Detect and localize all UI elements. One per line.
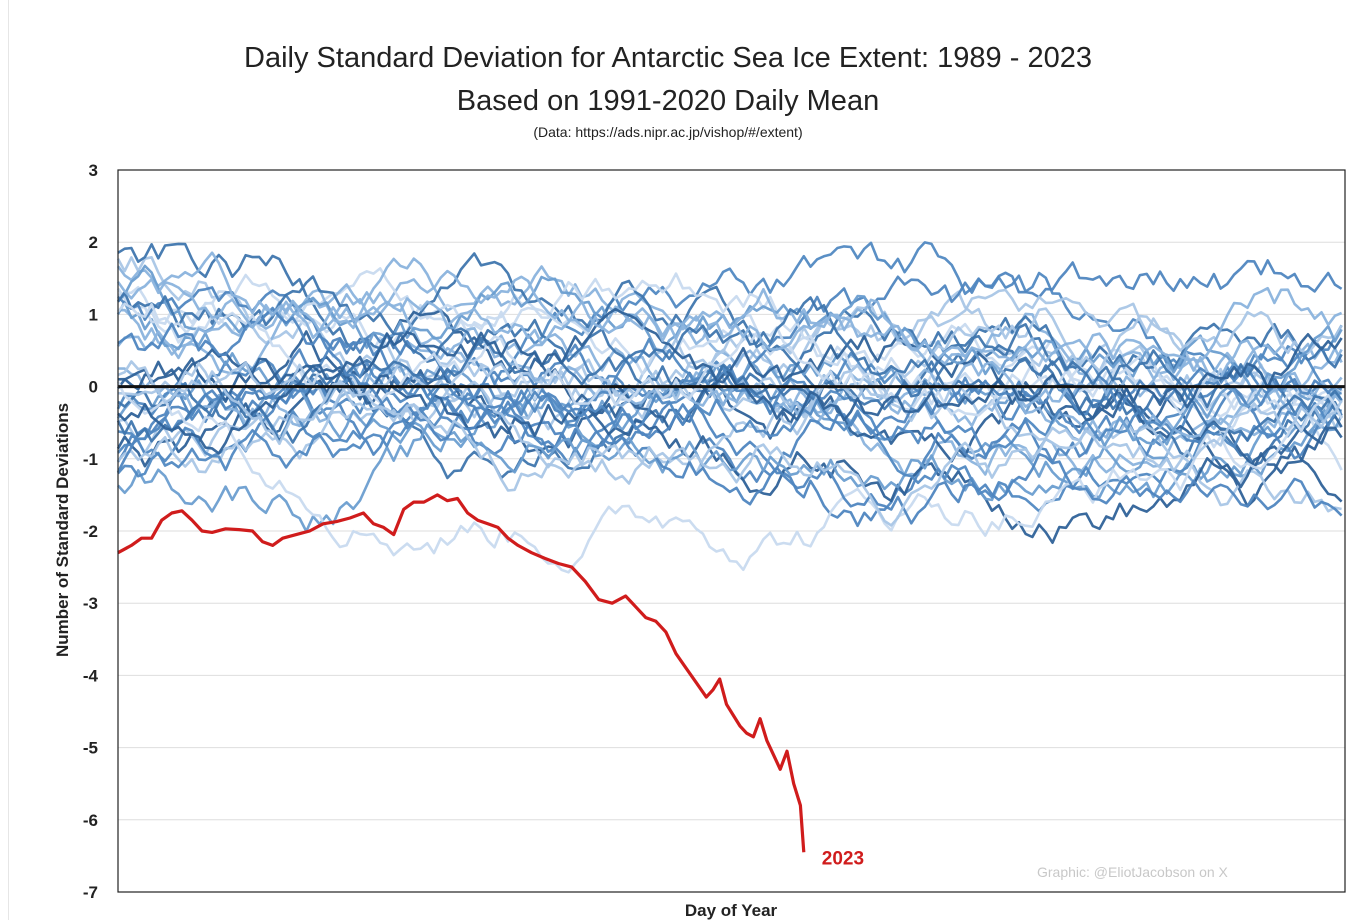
series-line-historic <box>117 312 1343 428</box>
series-label-2023: 2023 <box>822 848 864 869</box>
chart-title: Daily Standard Deviation for Antarctic S… <box>244 42 1092 74</box>
chart-subtitle: Based on 1991-2020 Daily Mean <box>456 85 880 117</box>
y-tick-label: -7 <box>83 883 98 902</box>
series-line-historic <box>117 307 1343 485</box>
series-line-historic <box>116 300 1343 481</box>
series-line-2023 <box>117 493 806 853</box>
y-tick-label: 3 <box>89 161 98 180</box>
series-line-historic <box>116 267 1343 418</box>
y-tick-label: 0 <box>89 378 98 397</box>
series-line-historic <box>117 307 1343 455</box>
gridlines <box>118 169 1345 893</box>
chart-source: (Data: https://ads.nipr.ac.jp/vishop/#/e… <box>533 124 803 140</box>
y-axis-ticks: 3 2 1 0 -1 -2 -3 -4 -5 -6 -7 <box>83 161 99 902</box>
y-tick-label: -4 <box>83 666 99 685</box>
series-line-historic <box>116 277 1343 363</box>
y-tick-label: -2 <box>83 522 98 541</box>
y-tick-label: 1 <box>89 305 98 324</box>
series-line-historic <box>117 360 1343 527</box>
y-tick-label: -5 <box>83 739 98 758</box>
y-tick-label: -6 <box>83 811 98 830</box>
y-tick-label: -3 <box>83 594 98 613</box>
series-line-historic <box>116 251 1343 441</box>
graphic-credit: Graphic: @EliotJacobson on X <box>1037 864 1229 880</box>
y-tick-label: -1 <box>83 450 98 469</box>
y-tick-label: 2 <box>89 233 98 252</box>
plot-area-border <box>117 169 1346 893</box>
x-axis-label: Day of Year <box>685 901 778 920</box>
series-line-historic <box>117 306 1343 525</box>
y-axis-label: Number of Standard Deviations <box>53 403 72 657</box>
background-series <box>116 241 1343 574</box>
series-line-historic <box>116 275 1342 422</box>
series-line-historic <box>116 380 1343 574</box>
series-line-historic <box>116 336 1343 483</box>
